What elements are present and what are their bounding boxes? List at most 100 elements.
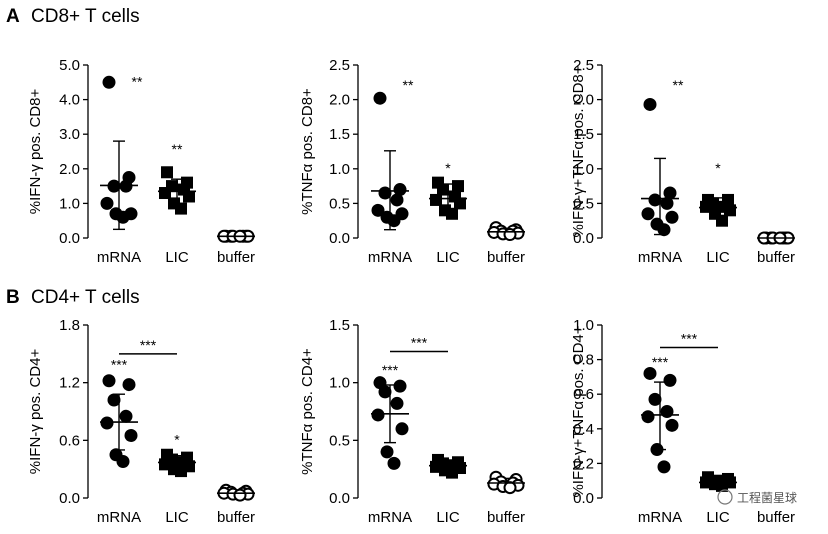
data-point-circle (124, 429, 138, 443)
data-point-circle (657, 460, 671, 474)
y-tick-label: 1.0 (329, 161, 350, 178)
data-point-circle (378, 186, 392, 200)
y-tick-label: 2.0 (59, 161, 80, 178)
data-point-circle (387, 456, 401, 470)
y-tick-label: 0.6 (59, 432, 80, 449)
comparison-label: *** (411, 335, 428, 351)
significance-label: ** (673, 77, 684, 93)
significance-label: *** (382, 362, 399, 378)
data-point-square (159, 187, 171, 200)
y-axis-label: %IFN-γ pos. CD4+ (27, 349, 44, 475)
significance-label: * (445, 160, 451, 176)
data-point-circle (390, 396, 404, 410)
comparison-label: *** (140, 337, 157, 353)
data-point-square (175, 202, 187, 215)
data-point-circle (648, 193, 662, 207)
data-point-circle (102, 75, 116, 89)
data-point-square (446, 466, 458, 479)
y-tick-label: 0.0 (59, 230, 80, 247)
significance-label: * (174, 431, 180, 447)
y-tick-label: 0.6 (573, 386, 594, 403)
x-category-label: mRNA (368, 249, 412, 266)
x-category-label: buffer (217, 249, 255, 266)
y-axis-label: %TNFα pos. CD8+ (299, 88, 316, 215)
x-category-label: mRNA (97, 249, 141, 266)
data-point-circle (650, 443, 664, 457)
data-point-circle (116, 210, 130, 224)
data-point-circle (107, 393, 121, 407)
data-point-circle (665, 418, 679, 432)
x-category-label: mRNA (368, 509, 412, 526)
significance-label: ** (172, 141, 183, 157)
data-point-circle (102, 374, 116, 388)
y-tick-label: 0.5 (329, 432, 350, 449)
data-point-circle (657, 223, 671, 237)
y-tick-label: 1.8 (59, 317, 80, 334)
data-point-circle (641, 207, 655, 221)
data-point-square (437, 183, 449, 196)
x-category-label: buffer (487, 249, 525, 266)
y-tick-label: 4.0 (59, 92, 80, 109)
comparison-label: *** (681, 330, 698, 346)
watermark-text: 工程菌星球 (737, 490, 797, 505)
x-category-label: buffer (487, 509, 525, 526)
data-point-square (175, 465, 187, 478)
data-point-circle (643, 366, 657, 380)
y-tick-label: 0.5 (329, 195, 350, 212)
data-point-square (183, 190, 195, 203)
y-tick-label: 1.5 (329, 317, 350, 334)
significance-label: ** (403, 77, 414, 93)
x-category-label: mRNA (638, 509, 682, 526)
y-axis-label: %IFN-γ+TNFα pos. CD4+ (570, 325, 587, 497)
watermark-icon (717, 489, 733, 505)
y-tick-label: 3.0 (59, 126, 80, 143)
data-point-circle (122, 378, 136, 392)
x-category-label: buffer (217, 509, 255, 526)
plot-2: 0.0 0.5 1.0 1.5 2.0 2.5 %TNFα pos. CD8+ mRNA LIC… (299, 57, 525, 266)
data-point-square (452, 180, 464, 193)
section-b-title: CD4+ T cells (31, 287, 140, 308)
y-tick-label: 0.4 (573, 421, 594, 438)
x-category-label: buffer (757, 249, 795, 266)
data-point-circle (393, 183, 407, 197)
data-point-square (446, 207, 458, 220)
y-tick-label: 0.0 (329, 230, 350, 247)
watermark: 工程菌星球 (717, 489, 797, 505)
data-point-circle (116, 454, 130, 468)
data-point-circle (387, 214, 401, 228)
y-tick-label: 0.8 (573, 352, 594, 369)
x-category-label: buffer (757, 509, 795, 526)
section-b-letter: B (6, 287, 20, 308)
plot-6: 0.0 0.2 0.4 0.6 0.8 1.0%IFN-γ+TNFα pos. CD4+ m… (570, 317, 795, 526)
section-a-title: CD8+ T cells (31, 6, 140, 27)
significance-label: * (715, 160, 721, 176)
data-point-open-circle (503, 481, 517, 495)
x-category-label: mRNA (638, 249, 682, 266)
y-tick-label: 2.0 (329, 92, 350, 109)
data-point-circle (393, 379, 407, 393)
y-tick-label: 1.0 (329, 375, 350, 392)
x-category-label: LIC (165, 249, 189, 266)
y-tick-label: 1.0 (573, 161, 594, 178)
data-point-square (716, 214, 728, 227)
data-point-square (430, 193, 442, 206)
y-tick-label: 0.2 (573, 455, 594, 472)
y-tick-label: 2.5 (573, 57, 594, 74)
y-tick-label: 1.0 (59, 195, 80, 212)
data-point-circle (641, 410, 655, 424)
significance-label: *** (652, 354, 669, 370)
y-tick-label: 2.0 (573, 92, 594, 109)
x-category-label: LIC (436, 249, 460, 266)
data-point-circle (119, 409, 133, 423)
plot-3: 0.0 0.5 1.0 1.5 2.0 2.5%IFN-γ+TNFα pos. CD8+ m… (570, 57, 795, 266)
y-tick-label: 1.5 (329, 126, 350, 143)
data-point-circle (100, 416, 114, 430)
section-b-heading: B CD4+ T cells (6, 287, 140, 308)
y-tick-label: 0.0 (573, 230, 594, 247)
data-point-circle (380, 445, 394, 459)
y-axis-label: %IFN-γ+TNFα pos. CD8+ (570, 65, 587, 237)
data-point-circle (390, 193, 404, 207)
y-tick-label: 0.0 (329, 490, 350, 507)
y-axis-label: %IFN-γ pos. CD8+ (27, 89, 44, 215)
data-point-open-circle (233, 488, 247, 502)
